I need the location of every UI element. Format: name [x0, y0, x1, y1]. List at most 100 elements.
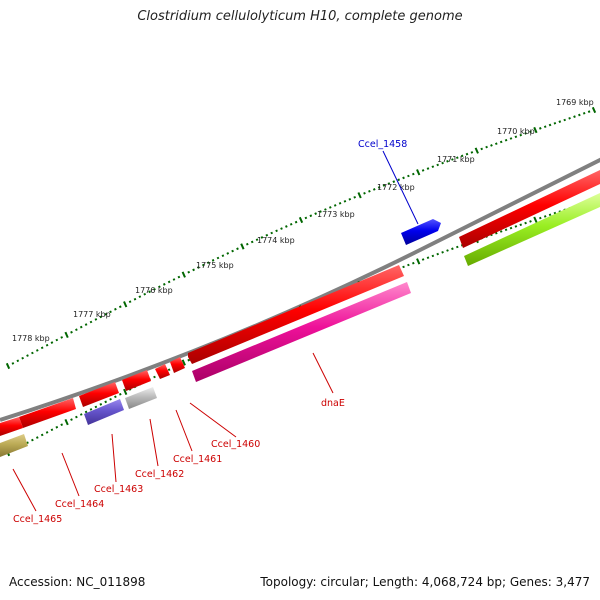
gene-arrow-ccel-1464[interactable] — [79, 382, 119, 407]
minor-tick — [372, 188, 376, 191]
gene-box-ccel-1462-grey[interactable] — [125, 387, 157, 409]
leader-line-ccel-1465 — [12, 468, 37, 512]
minor-tick — [50, 341, 54, 344]
minor-tick — [348, 197, 352, 201]
minor-tick — [167, 280, 171, 284]
minor-tick — [55, 338, 59, 342]
minor-tick — [324, 208, 327, 211]
minor-tick — [133, 297, 137, 301]
minor-tick — [231, 249, 234, 253]
minor-tick — [11, 362, 15, 365]
major-tick — [123, 388, 128, 395]
minor-tick — [446, 159, 449, 163]
minor-tick — [411, 261, 415, 265]
gene-arrow-ccel-1461[interactable] — [155, 364, 170, 379]
minor-tick — [289, 222, 293, 226]
gene-label-ccel-1463[interactable]: Ccel_1463 — [94, 484, 143, 495]
minor-tick — [114, 307, 117, 311]
minor-tick — [514, 135, 518, 139]
minor-tick — [529, 130, 532, 134]
gene-arrow-ccel-1464b[interactable] — [19, 398, 76, 428]
major-tick — [181, 359, 186, 366]
major-tick — [474, 147, 479, 154]
gene-arrow-ccel-1458[interactable] — [401, 219, 441, 245]
kbp-label: 1776 kbp — [135, 286, 173, 295]
major-tick — [64, 331, 69, 338]
minor-tick — [45, 431, 49, 434]
minor-tick — [167, 368, 171, 372]
minor-tick — [558, 120, 562, 123]
kbp-label: 1773 kbp — [317, 210, 355, 219]
minor-tick — [26, 354, 29, 357]
minor-tick — [553, 211, 557, 215]
gene-label-ccel-1461[interactable]: Ccel_1461 — [173, 454, 222, 465]
minor-tick — [21, 356, 24, 360]
gene-box-ccel-1463[interactable] — [84, 399, 124, 425]
gene-arrow-ccel-1462[interactable] — [122, 370, 151, 391]
minor-tick — [338, 201, 342, 205]
minor-tick — [480, 147, 484, 151]
gene-arrow-dnaE-region[interactable] — [188, 265, 404, 364]
leader-line-ccel-1463 — [111, 433, 117, 483]
minor-tick — [514, 225, 518, 228]
minor-tick — [143, 292, 147, 296]
minor-tick — [236, 247, 239, 251]
minor-tick — [94, 405, 98, 409]
minor-tick — [75, 415, 78, 419]
minor-tick — [436, 252, 440, 256]
minor-tick — [16, 359, 20, 363]
minor-tick — [343, 199, 347, 203]
minor-tick — [568, 116, 571, 120]
major-tick — [416, 258, 421, 265]
minor-tick — [426, 167, 430, 170]
minor-tick — [460, 154, 464, 158]
minor-tick — [89, 408, 93, 411]
minor-tick — [60, 423, 64, 427]
kbp-label: 1769 kbp — [556, 98, 594, 107]
minor-tick — [35, 349, 39, 352]
minor-tick — [284, 225, 288, 228]
minor-tick — [490, 144, 493, 147]
minor-tick — [187, 358, 191, 362]
major-tick — [416, 169, 421, 176]
minor-tick — [436, 163, 440, 167]
gene-label-ccel-1458[interactable]: Ccel_1458 — [358, 139, 407, 150]
minor-tick — [26, 441, 29, 445]
minor-tick — [524, 221, 527, 225]
leader-line-ccel-1460 — [189, 402, 237, 438]
minor-tick — [84, 323, 88, 326]
gene-label-ccel-1465[interactable]: Ccel_1465 — [13, 514, 62, 525]
minor-tick — [294, 220, 298, 224]
gene-arrow-green-track[interactable] — [464, 193, 600, 266]
gene-label-dnaE[interactable]: dnaE — [321, 398, 345, 409]
gene-box-olive[interactable] — [0, 434, 28, 457]
minor-tick — [519, 223, 523, 227]
gene-label-ccel-1464[interactable]: Ccel_1464 — [55, 499, 104, 510]
minor-tick — [494, 142, 498, 146]
minor-tick — [509, 226, 513, 230]
minor-tick — [40, 433, 44, 437]
gene-arrow-right-edge[interactable] — [459, 170, 600, 248]
minor-tick — [407, 263, 410, 267]
gene-arrow-dnaE[interactable] — [192, 282, 411, 382]
minor-tick — [582, 111, 586, 115]
minor-tick — [392, 180, 396, 183]
minor-tick — [109, 398, 112, 401]
minor-tick — [548, 123, 552, 127]
kbp-label: 1775 kbp — [196, 261, 234, 270]
minor-tick — [543, 215, 547, 218]
minor-tick — [118, 392, 122, 396]
gene-label-ccel-1460[interactable]: Ccel_1460 — [211, 439, 260, 450]
leader-line-ccel-1462 — [149, 418, 159, 467]
minor-tick — [206, 261, 210, 265]
minor-tick — [94, 318, 98, 321]
minor-tick — [172, 278, 176, 281]
minor-tick — [250, 240, 254, 244]
gene-arrow-ccel-1460[interactable] — [170, 357, 185, 373]
minor-tick — [99, 403, 103, 406]
minor-tick — [216, 256, 220, 260]
gene-label-ccel-1462[interactable]: Ccel_1462 — [135, 469, 184, 480]
minor-tick — [524, 132, 527, 135]
gene-arrow-ccel-1465[interactable] — [0, 417, 23, 436]
